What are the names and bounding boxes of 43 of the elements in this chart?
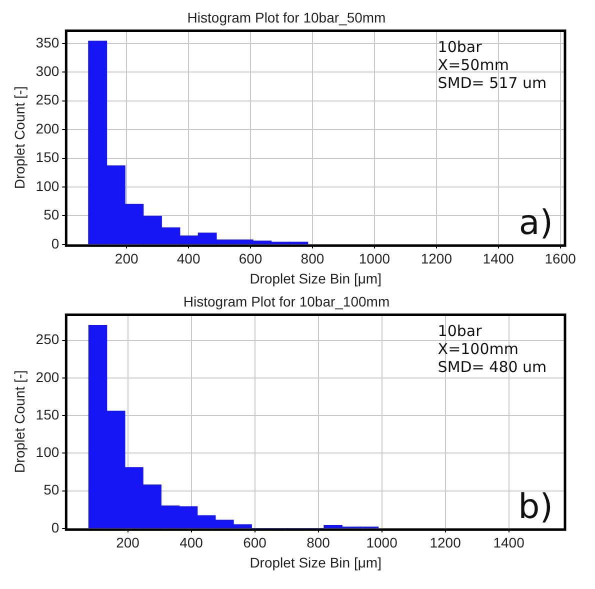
x-tick-label: 600 [243, 534, 267, 551]
y-tick-label: 0 [51, 519, 60, 536]
x-tick-label: 400 [180, 534, 204, 551]
y-tick-label: 250 [36, 92, 60, 108]
x-tick-label: 800 [306, 534, 330, 551]
y-tick-label: 0 [51, 235, 60, 252]
y-tick-label: 150 [36, 406, 60, 422]
x-tick-label: 200 [116, 534, 140, 551]
annotation: 10bar [438, 38, 483, 56]
chart-title: Histogram Plot for 10bar_100mm [183, 293, 390, 310]
y-tick-label: 300 [36, 63, 60, 79]
x-tick-label: 1600 [544, 250, 576, 267]
y-tick-label: 100 [36, 178, 60, 194]
annotation: SMD= 517 um [438, 74, 547, 92]
x-tick-label: 1400 [482, 250, 514, 267]
x-tick-label: 400 [176, 250, 200, 267]
y-axis-title: Droplet Count [-] [11, 86, 28, 189]
x-tick-label: 600 [238, 250, 262, 267]
y-axis-title: Droplet Count [-] [11, 370, 28, 473]
annotation: b) [518, 487, 553, 528]
annotation: 10bar [438, 322, 483, 340]
y-tick-label: 250 [36, 331, 60, 348]
x-tick-label: 1200 [430, 534, 462, 551]
x-tick-label: 200 [114, 250, 138, 267]
x-axis-title: Droplet Size Bin [μm] [250, 270, 382, 286]
x-axis-title: Droplet Size Bin [μm] [250, 554, 382, 570]
y-tick-label: 50 [44, 482, 60, 498]
y-tick-label: 350 [36, 34, 60, 50]
y-tick-label: 200 [36, 368, 60, 385]
annotation: X=50mm [438, 56, 509, 74]
y-tick-label: 50 [44, 206, 60, 223]
y-tick-label: 100 [36, 444, 60, 460]
annotation: SMD= 480 um [438, 358, 547, 376]
x-tick-label: 1000 [366, 534, 398, 551]
y-tick-label: 200 [36, 120, 60, 136]
annotation: a) [518, 203, 553, 244]
annotation: X=100mm [438, 340, 518, 358]
y-tick-label: 150 [36, 149, 60, 166]
x-tick-label: 1200 [420, 250, 452, 267]
x-tick-label: 1400 [493, 534, 525, 551]
chart-title: Histogram Plot for 10bar_50mm [187, 9, 386, 26]
x-tick-label: 800 [300, 250, 324, 267]
x-tick-label: 1000 [358, 250, 390, 267]
